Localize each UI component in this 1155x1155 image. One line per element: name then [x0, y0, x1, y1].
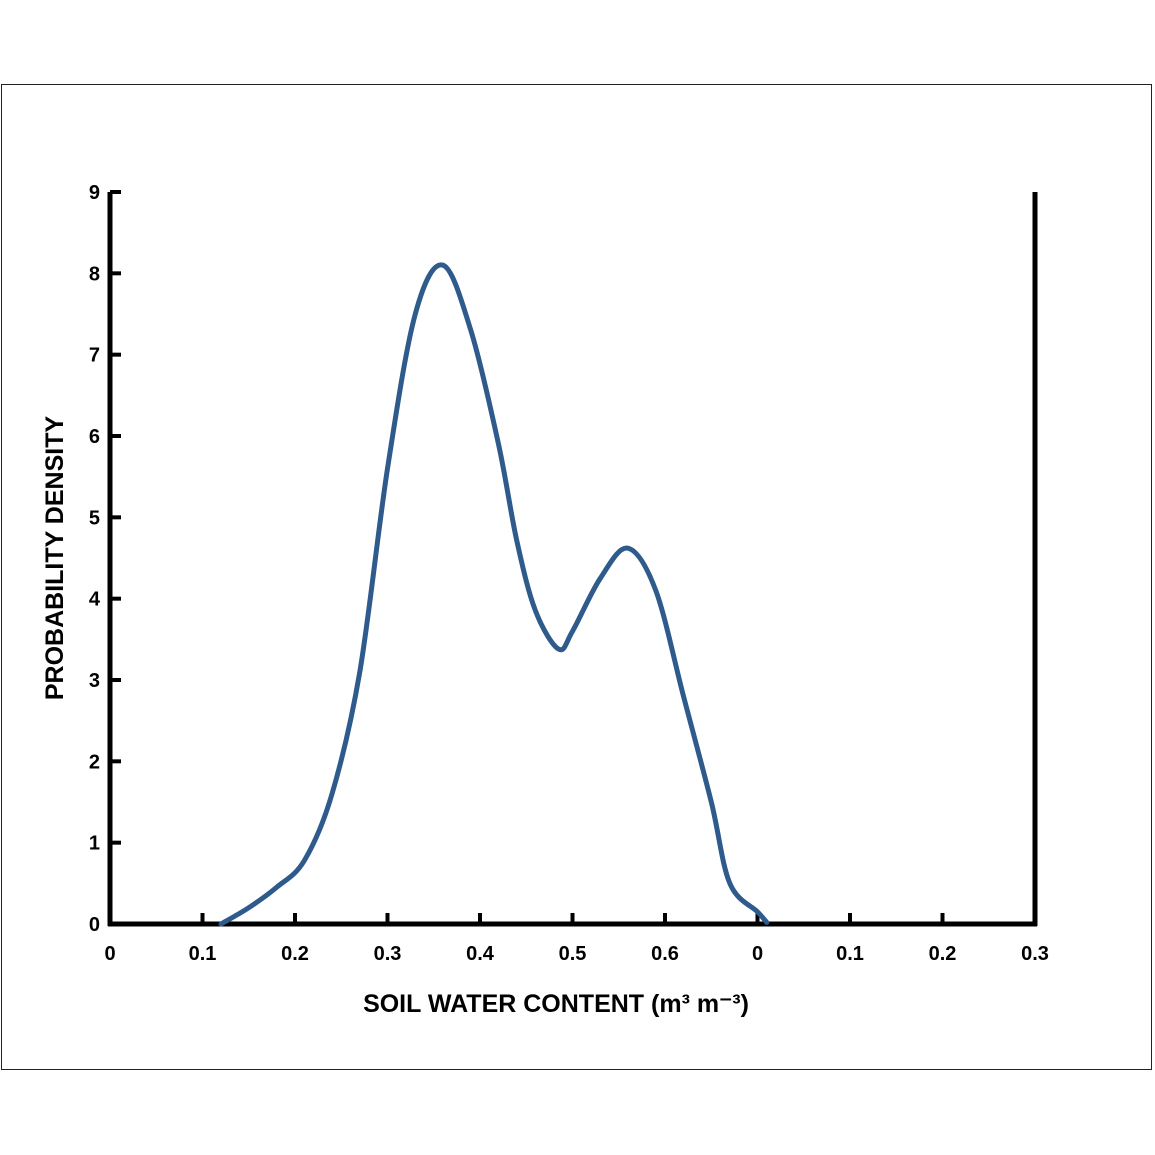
y-axis-title: PROBABILITY DENSITY — [41, 416, 69, 701]
x-tick-label: 0 — [104, 943, 115, 965]
y-tick-label: 0 — [89, 914, 100, 936]
density-curve — [218, 262, 770, 927]
x-tick-label: 0.3 — [374, 943, 402, 965]
y-axis-ticks: 0 1 2 3 4 5 6 7 8 9 — [89, 182, 121, 936]
x-tick-label: 0 — [752, 943, 763, 965]
y-tick-label: 8 — [89, 263, 100, 285]
y-tick-label: 7 — [89, 345, 100, 367]
x-tick-label: 0.6 — [651, 943, 679, 965]
x-axis-title: SOIL WATER CONTENT (m³ m⁻³) — [363, 990, 749, 1018]
y-tick-label: 9 — [89, 182, 100, 204]
x-tick-label: 0.1 — [836, 943, 864, 965]
y-tick-label: 4 — [89, 589, 101, 611]
y-tick-label: 3 — [89, 670, 100, 692]
y-tick-label: 5 — [89, 507, 100, 529]
x-tick-label: 0.1 — [189, 943, 217, 965]
x-axis-ticks: 0 0.1 0.2 0.3 0.4 0.5 0.6 0 0.1 0.2 0.3 — [104, 913, 1049, 965]
x-tick-label: 0.3 — [1021, 943, 1049, 965]
x-tick-label: 0.4 — [466, 943, 495, 965]
x-tick-label: 0.2 — [929, 943, 957, 965]
x-tick-label: 0.2 — [281, 943, 309, 965]
y-tick-label: 2 — [89, 751, 100, 773]
figure-frame — [1, 84, 1152, 1070]
x-tick-label: 0.5 — [559, 943, 587, 965]
y-tick-label: 1 — [89, 833, 100, 855]
y-tick-label: 6 — [89, 426, 100, 448]
